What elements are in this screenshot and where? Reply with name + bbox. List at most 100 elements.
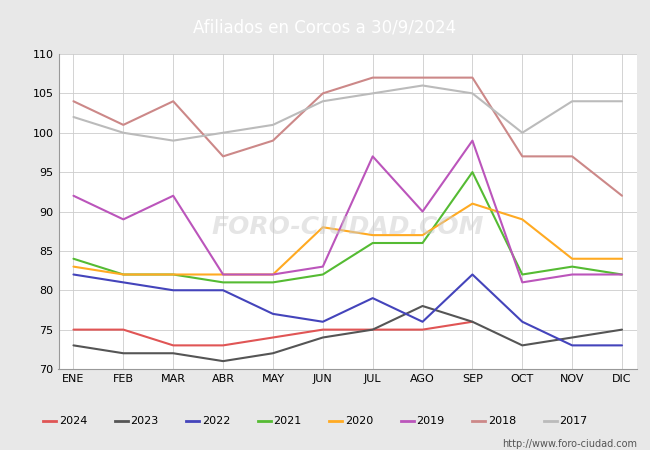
2018 [219,154,227,159]
2023 [120,351,127,356]
2017 [319,99,327,104]
2020 [120,272,127,277]
2022 [70,272,77,277]
2022 [319,319,327,324]
2019 [568,272,576,277]
2020 [618,256,626,261]
2020 [469,201,476,206]
2023 [70,343,77,348]
2020 [169,272,177,277]
2023 [519,343,526,348]
2022 [618,343,626,348]
2023 [618,327,626,332]
2023 [219,358,227,364]
Text: 2018: 2018 [488,416,516,426]
2024 [120,327,127,332]
2024 [469,319,476,324]
2019 [519,279,526,285]
2022 [469,272,476,277]
Line: 2023: 2023 [73,306,622,361]
2019 [469,138,476,143]
Text: 2019: 2019 [417,416,445,426]
2019 [219,272,227,277]
Line: 2024: 2024 [73,322,473,346]
2018 [419,75,426,80]
2017 [120,130,127,135]
2021 [219,279,227,285]
2022 [120,279,127,285]
2021 [169,272,177,277]
2019 [70,193,77,198]
2022 [169,288,177,293]
2018 [369,75,376,80]
2017 [269,122,277,128]
Line: 2018: 2018 [73,77,622,196]
2024 [369,327,376,332]
2018 [568,154,576,159]
2021 [568,264,576,269]
Text: 2022: 2022 [202,416,230,426]
2018 [269,138,277,143]
2018 [120,122,127,128]
Text: 2024: 2024 [59,416,87,426]
Text: 2017: 2017 [560,416,588,426]
2020 [519,217,526,222]
Line: 2017: 2017 [73,86,622,140]
Text: 2023: 2023 [131,416,159,426]
2020 [269,272,277,277]
2019 [618,272,626,277]
2018 [469,75,476,80]
2022 [568,343,576,348]
2021 [369,240,376,246]
Text: 2021: 2021 [274,416,302,426]
2019 [419,209,426,214]
2022 [419,319,426,324]
2022 [519,319,526,324]
Line: 2021: 2021 [73,172,622,283]
2019 [120,217,127,222]
2017 [219,130,227,135]
2023 [269,351,277,356]
2024 [419,327,426,332]
2021 [269,279,277,285]
Line: 2020: 2020 [73,203,622,274]
2017 [568,99,576,104]
2024 [169,343,177,348]
2024 [219,343,227,348]
Text: http://www.foro-ciudad.com: http://www.foro-ciudad.com [502,439,637,449]
2021 [618,272,626,277]
2020 [70,264,77,269]
2021 [120,272,127,277]
Text: Afiliados en Corcos a 30/9/2024: Afiliados en Corcos a 30/9/2024 [194,18,456,36]
2023 [369,327,376,332]
2017 [369,91,376,96]
2022 [219,288,227,293]
2018 [70,99,77,104]
2017 [618,99,626,104]
2021 [70,256,77,261]
2018 [618,193,626,198]
2020 [219,272,227,277]
2020 [319,225,327,230]
2021 [469,169,476,175]
2017 [419,83,426,88]
2019 [319,264,327,269]
2017 [469,91,476,96]
2018 [319,91,327,96]
2020 [419,232,426,238]
2020 [369,232,376,238]
2023 [169,351,177,356]
Text: FORO-CIUDAD.COM: FORO-CIUDAD.COM [211,215,484,239]
2024 [269,335,277,340]
2017 [169,138,177,143]
2019 [369,154,376,159]
2018 [169,99,177,104]
2021 [319,272,327,277]
2021 [419,240,426,246]
2022 [269,311,277,317]
2017 [70,114,77,120]
2024 [319,327,327,332]
Text: 2020: 2020 [345,416,373,426]
2023 [319,335,327,340]
Line: 2022: 2022 [73,274,622,346]
